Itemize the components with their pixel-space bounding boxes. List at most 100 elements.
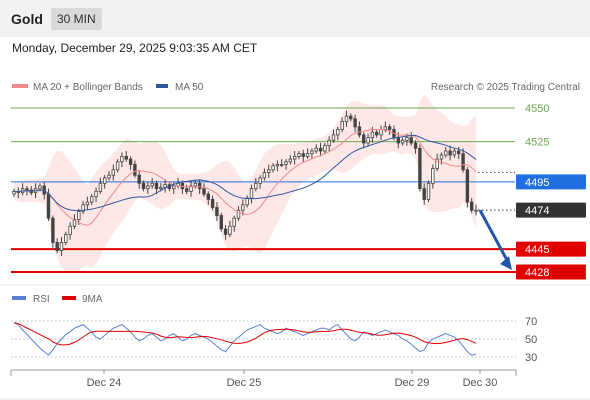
candle-body [422,188,426,200]
candle-body [288,158,292,163]
candle-body [94,190,98,198]
candle-body [431,168,435,184]
candle [418,144,422,192]
candle-body [310,150,314,155]
candle [210,195,215,211]
candle-body [223,228,228,235]
candle [336,126,340,141]
candle [323,142,327,154]
candle-body [258,177,262,184]
candle [111,164,115,181]
candle-body [90,196,94,203]
legend-swatch-bollinger [12,84,28,88]
candle-body [128,158,133,165]
candle [124,151,128,162]
moving-average-layer [13,129,477,226]
candle-body [124,155,128,160]
candle-body [154,182,159,190]
candle-body [262,172,267,179]
candle [275,160,280,172]
ma50-line [13,134,477,212]
candle [318,142,323,157]
price-label-bg-4428 [516,264,586,280]
x-tick-label: Dec 25 [227,377,262,389]
candle-body [133,164,137,176]
candle [400,137,405,146]
bollinger-band-layer [14,94,476,274]
candle-body [51,217,55,243]
price-labels-layer: 4550 4525 4495 4474 4445 4428 [516,103,586,280]
candle [146,181,150,195]
candle-body [366,137,370,144]
candle-body [461,153,465,171]
candle [64,231,68,246]
candle [236,206,241,221]
timestamp: Monday, December 29, 2025 9:03:35 AM CET [12,41,258,55]
candle [310,148,314,160]
candle [154,180,159,195]
candle-body [474,209,478,212]
candle [215,202,219,221]
candle [288,155,292,165]
forecast-arrow-head [500,256,512,270]
candle-body [172,185,176,190]
candle-body [111,169,115,176]
candle [228,220,232,238]
candle-body [202,188,206,195]
candle-body [150,182,154,187]
candle [340,117,344,133]
candle-body [318,147,323,152]
candle-body [452,150,457,156]
rsi-line [13,322,477,356]
candle-body [323,145,327,152]
candle-body [46,193,51,219]
candle [55,238,59,254]
price-label-4445: 4445 [525,244,549,256]
candle-body [361,134,366,144]
price-label-bg-4445 [516,241,586,257]
rsi-ma-line [13,322,477,346]
candle-body [55,241,59,251]
candle-body [374,131,379,136]
candle-body [357,126,362,136]
legend-rsi: RSI [33,294,50,305]
candle [150,177,154,189]
candle-body [249,188,254,199]
candle-body [405,137,409,141]
candle-body [159,186,163,190]
candle [361,132,366,149]
candle-body [284,161,288,165]
candle-body [353,118,357,128]
x-tick-label: Dec 30 [463,377,498,389]
candle [357,121,362,138]
candle [344,110,349,127]
candle [409,132,413,146]
candle-body [25,188,29,191]
rsi-tick-50: 50 [525,334,537,346]
legend-bollinger: MA 20 + Bollinger Bands [33,82,143,93]
instrument-title: Gold [11,11,43,27]
candle-body [241,204,245,211]
candle-body [370,131,375,138]
candle [223,224,228,240]
candle-body [327,139,331,147]
price-label-4525: 4525 [525,137,549,149]
candle [331,129,336,143]
candle [461,148,465,173]
bollinger-band-area [14,94,476,274]
candle-body [267,169,271,173]
candle [448,145,452,161]
candle-body [435,158,439,169]
candle [465,167,470,208]
candle [292,151,297,165]
candle-body [387,126,392,130]
candle [193,180,198,189]
price-label-4428: 4428 [525,267,549,279]
timeframe-badge[interactable]: 30 MIN [51,8,102,30]
x-tick-label: Dec 29 [395,377,430,389]
candle [184,184,189,195]
candle [94,187,98,203]
rsi-tick-30: 30 [525,352,537,364]
candle [387,124,392,135]
candle [128,156,133,170]
